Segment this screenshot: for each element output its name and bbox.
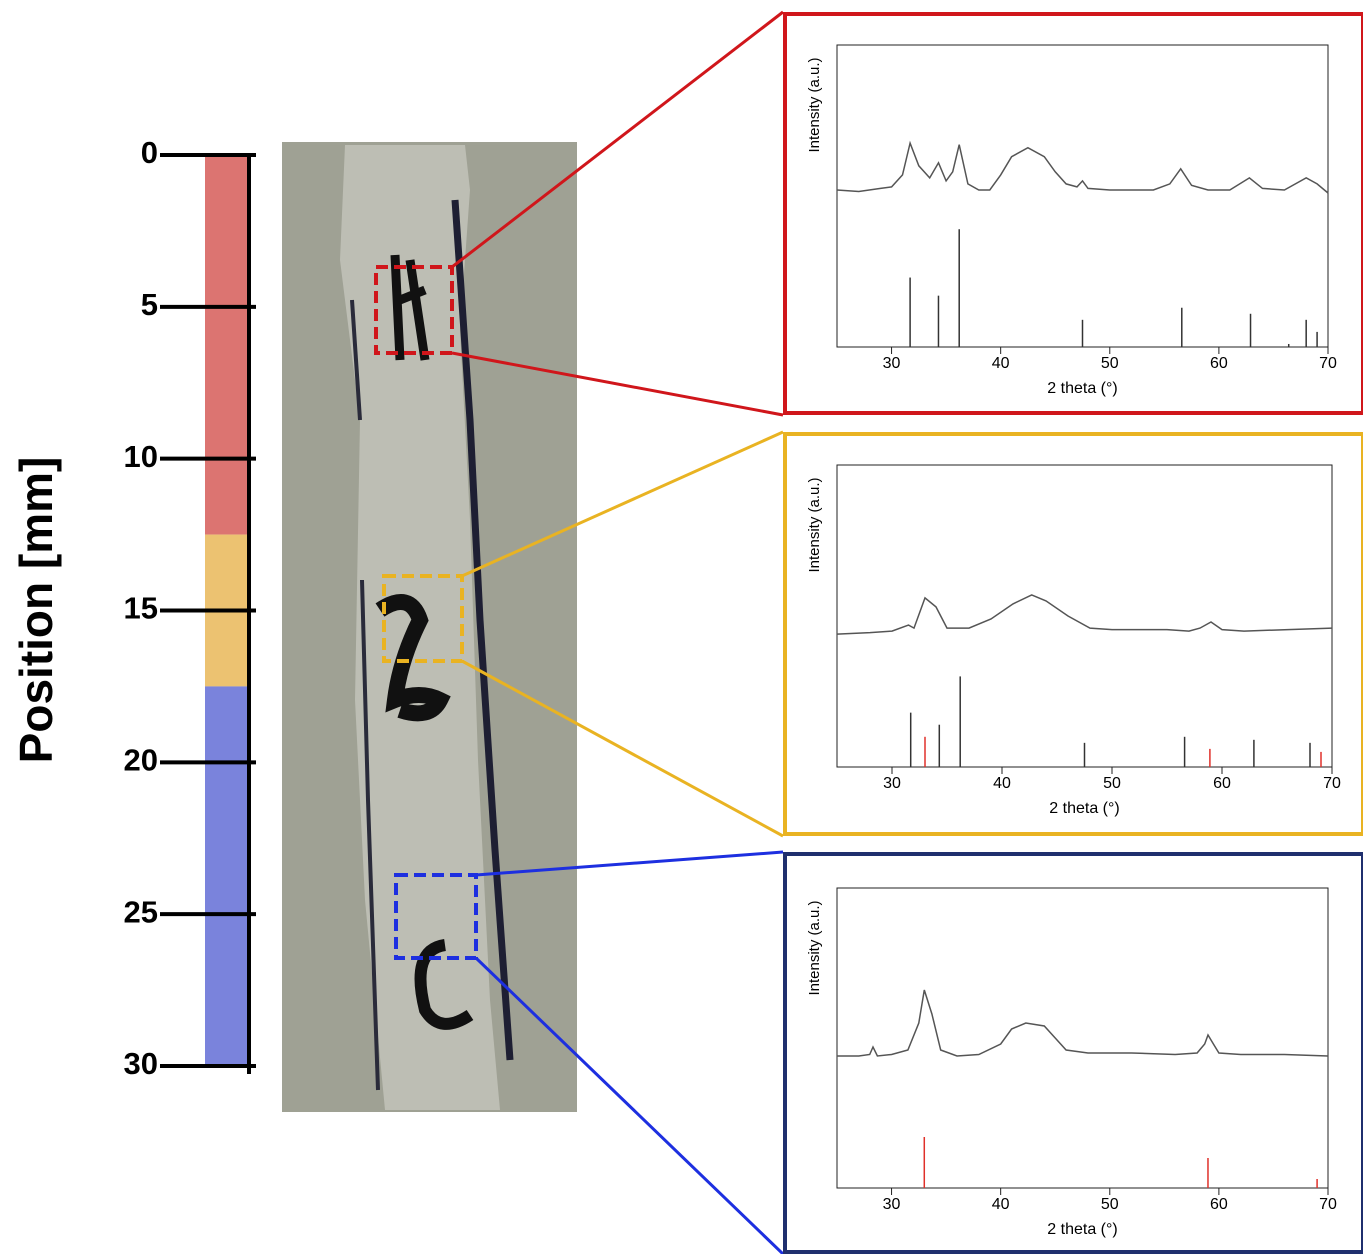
x-tick-label: 60 [1210,355,1228,372]
y-axis-label: Intensity (a.u.) [806,477,823,572]
sample-photo [282,142,577,1112]
x-tick-label: 70 [1323,775,1341,792]
regions [374,265,478,960]
connectors [451,10,785,1256]
y-tick-label: 0 [141,135,158,170]
letter-h [390,254,430,361]
xrd-curve [836,140,1329,194]
x-tick-label: 40 [993,775,1011,792]
x-tick-label: 60 [1210,1196,1228,1213]
x-tick-label: 70 [1319,355,1337,372]
x-tick-label: 30 [883,355,901,372]
region-box [394,873,478,960]
letter-c [414,939,474,1030]
x-axis-label: 2 theta (°) [1049,800,1119,817]
connector [461,430,784,578]
position-zone [205,686,249,1066]
y-axis-label: Intensity (a.u.) [806,900,823,995]
y-tick-label: 15 [124,591,158,626]
y-tick-label: 20 [124,743,158,778]
connector [474,956,785,1256]
x-tick-label: 40 [992,355,1010,372]
y-tick-label: 10 [124,439,158,474]
letter-2 [375,594,451,722]
x-axis-label: 2 theta (°) [1047,1221,1117,1238]
xrd-curve [837,989,1329,1057]
y-axis-label: Position [mm] [10,457,62,764]
panel-frame [783,12,1363,415]
plot-area [836,887,1329,1189]
marker-line [451,199,514,1061]
connector [461,659,784,838]
y-tick-label: 30 [124,1046,158,1081]
y-tick-label: 5 [141,287,158,322]
region-box [382,574,464,663]
region-box [374,265,454,355]
connector [475,850,784,877]
connector [451,351,784,417]
x-tick-label: 30 [883,1196,901,1213]
x-tick-label: 30 [883,775,901,792]
x-tick-label: 50 [1103,775,1121,792]
connector [451,10,784,269]
panel-frame [783,852,1363,1254]
position-zone [205,155,249,535]
panel-frame [783,432,1363,836]
x-tick-label: 50 [1101,1196,1119,1213]
xrd-curve [836,594,1333,635]
x-tick-label: 60 [1213,775,1231,792]
x-tick-label: 70 [1319,1196,1337,1213]
y-axis-label: Intensity (a.u.) [806,57,823,152]
x-tick-label: 50 [1101,355,1119,372]
y-tick-label: 25 [124,894,158,929]
x-tick-label: 40 [992,1196,1010,1213]
x-axis-label: 2 theta (°) [1047,380,1117,397]
marker-line [350,299,380,1091]
